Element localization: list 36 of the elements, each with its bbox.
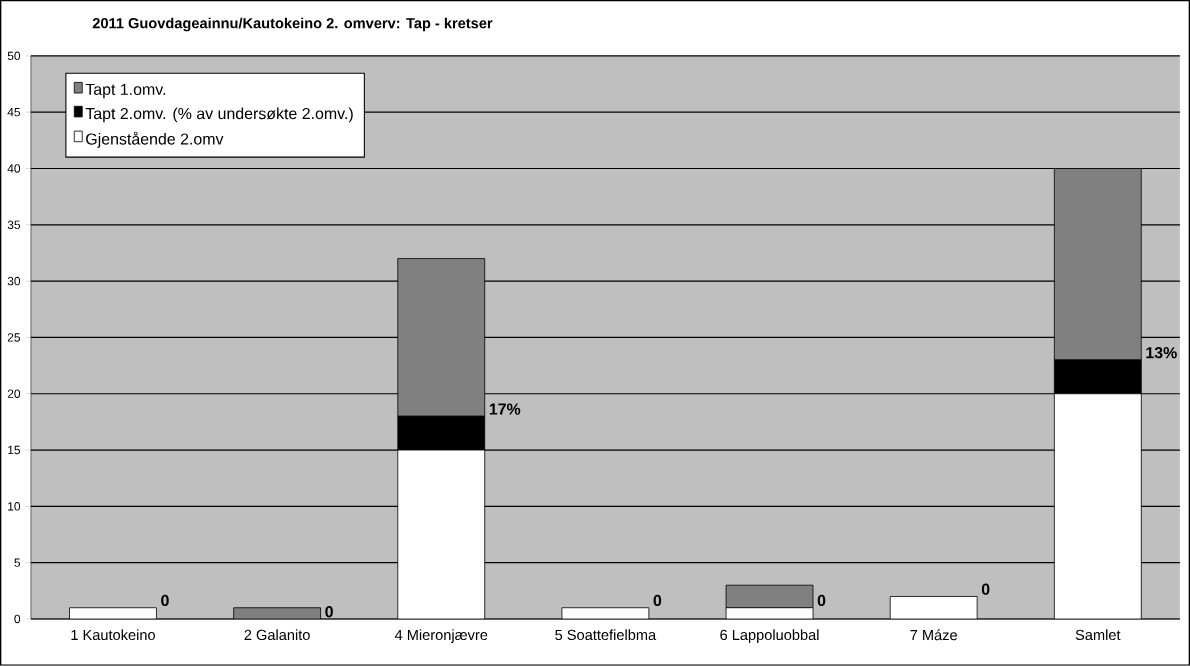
legend-label: Tapt 1.omv. <box>85 84 166 99</box>
y-tick-label: 15 <box>8 445 21 455</box>
bar <box>1053 168 1142 361</box>
y-tick-label: 20 <box>7 389 21 399</box>
bar <box>397 258 486 417</box>
x-tick-label: 4 Mieronjævre <box>394 629 488 644</box>
y-tick-label: 45 <box>7 108 21 117</box>
y-tick-label: 30 <box>7 276 21 286</box>
annotation: 0 <box>817 594 826 607</box>
annotation: 13% <box>1146 347 1177 359</box>
annotation: 0 <box>325 606 333 618</box>
annotation: 0 <box>653 594 662 607</box>
y-tick-label: 50 <box>7 51 21 61</box>
y-tick-label: 5 <box>14 558 21 567</box>
x-tick-label: 6 Lappoluobbal <box>720 629 819 644</box>
x-tick-label: 2 Galanito <box>244 629 310 641</box>
annotation: 17% <box>489 403 521 415</box>
x-tick-label: 1 Kautokeino <box>71 629 155 641</box>
chart-title: 2011 Guovdageainnu/Kautokeino 2. omverv: Tap - kretser <box>92 17 493 32</box>
bar <box>397 449 486 620</box>
y-tick-label: 0 <box>14 614 21 624</box>
annotation: 0 <box>161 594 169 607</box>
x-tick-label: 7 Máze <box>910 629 957 641</box>
y-tick-label: 35 <box>7 220 21 230</box>
legend-label: Tapt 2.omv. (% av undersøkte 2.omv.) <box>85 107 353 123</box>
legend-label: Gjenstående 2.omv <box>86 131 224 148</box>
bar <box>725 584 814 609</box>
x-tick-label: 5 Soattefielbma <box>555 629 657 641</box>
bar <box>397 415 486 451</box>
x-tick-label: Samlet <box>1075 629 1121 641</box>
annotation: 0 <box>981 583 990 595</box>
y-tick-label: 10 <box>8 502 21 511</box>
y-tick-label: 40 <box>7 164 21 173</box>
y-tick-label: 25 <box>7 333 21 342</box>
bar <box>1053 393 1142 620</box>
bar <box>889 596 978 620</box>
